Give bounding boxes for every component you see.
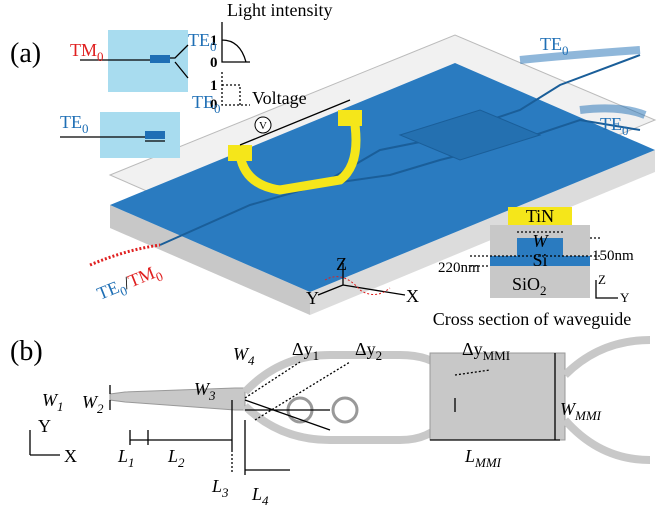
inset [108,30,188,92]
text: W [533,231,550,251]
label: L4 [251,484,269,508]
label: LMMI [464,446,502,470]
axis-label: Z [598,272,606,287]
label: W1 [42,390,64,414]
text: V [259,120,267,132]
axis-label: Y [306,288,319,308]
axis-label: Y [38,416,51,436]
text: Si [532,250,547,270]
text: Voltage [252,88,307,108]
axis-label: X [64,446,77,466]
figure: (a) Light intensity 1 0 1 0 Voltage V TM… [0,0,659,512]
text: 220nm [438,260,480,276]
label: L2 [167,446,185,470]
label: TE0 [192,92,221,116]
axis-label: X [406,286,419,306]
label: L3 [211,476,229,500]
axis-label: Y [620,290,630,305]
text: Light intensity [227,0,333,20]
text: TiN [526,206,554,226]
label: TE0 [60,112,89,136]
panel-label: (b) [10,336,43,367]
label: Δy2 [355,339,382,363]
inset [100,112,180,158]
axis-label: Z [336,254,347,274]
tick-label: 0 [210,55,218,71]
text: 150nm [592,248,634,264]
caption: Cross section of waveguide [433,309,631,329]
panel-label: (a) [10,38,41,69]
label: W2 [82,392,104,416]
label: W4 [233,344,255,368]
label: L1 [117,446,135,470]
label: TE0/TM0 [94,260,165,307]
